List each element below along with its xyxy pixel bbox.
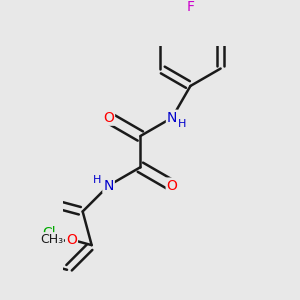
Text: N: N <box>103 178 114 193</box>
Text: O: O <box>167 178 178 193</box>
Text: F: F <box>186 0 194 14</box>
Text: H: H <box>93 175 101 185</box>
Text: H: H <box>178 118 186 128</box>
Text: N: N <box>167 111 177 125</box>
Text: CH₃: CH₃ <box>40 233 63 246</box>
Text: O: O <box>103 111 114 125</box>
Text: Cl: Cl <box>43 226 56 240</box>
Text: O: O <box>66 232 77 247</box>
